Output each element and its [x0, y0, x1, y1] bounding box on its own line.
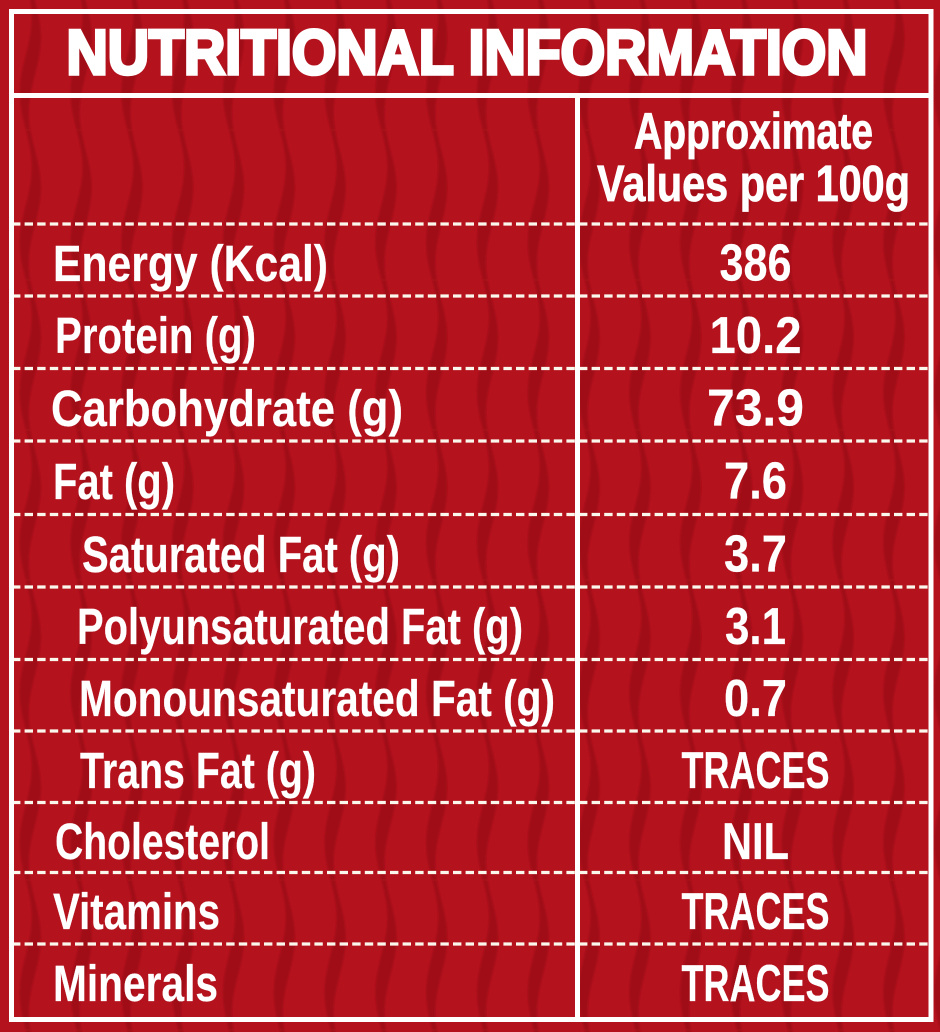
svg-text:Carbohydrate (g): Carbohydrate (g)	[51, 380, 403, 437]
svg-text:Approximate: Approximate	[634, 103, 873, 160]
svg-text:Vitamins: Vitamins	[53, 883, 220, 940]
svg-text:Values per 100g: Values per 100g	[597, 155, 910, 212]
svg-text:3.1: 3.1	[725, 598, 786, 656]
svg-text:10.2: 10.2	[710, 307, 802, 365]
svg-text:Protein (g): Protein (g)	[55, 307, 256, 364]
svg-text:3.7: 3.7	[724, 525, 787, 583]
svg-text:Polyunsaturated Fat (g): Polyunsaturated Fat (g)	[77, 598, 523, 655]
svg-text:Energy (Kcal): Energy (Kcal)	[53, 235, 328, 292]
svg-text:0.7: 0.7	[724, 670, 787, 728]
svg-text:TRACES: TRACES	[682, 742, 830, 800]
svg-text:NUTRITIONAL INFORMATION: NUTRITIONAL INFORMATION	[67, 18, 868, 88]
svg-text:Monounsaturated Fat (g): Monounsaturated Fat (g)	[79, 670, 555, 727]
svg-text:386: 386	[720, 235, 792, 293]
svg-text:Cholesterol: Cholesterol	[55, 813, 270, 870]
svg-text:73.9: 73.9	[707, 379, 804, 437]
svg-text:Fat (g): Fat (g)	[53, 453, 175, 510]
svg-text:TRACES: TRACES	[682, 883, 830, 941]
svg-text:NIL: NIL	[722, 813, 789, 871]
svg-text:7.6: 7.6	[724, 452, 787, 510]
svg-text:Saturated Fat (g): Saturated Fat (g)	[82, 526, 400, 583]
svg-text:Minerals: Minerals	[53, 955, 218, 1012]
svg-text:TRACES: TRACES	[682, 955, 830, 1013]
svg-text:Trans Fat (g): Trans Fat (g)	[80, 742, 316, 799]
